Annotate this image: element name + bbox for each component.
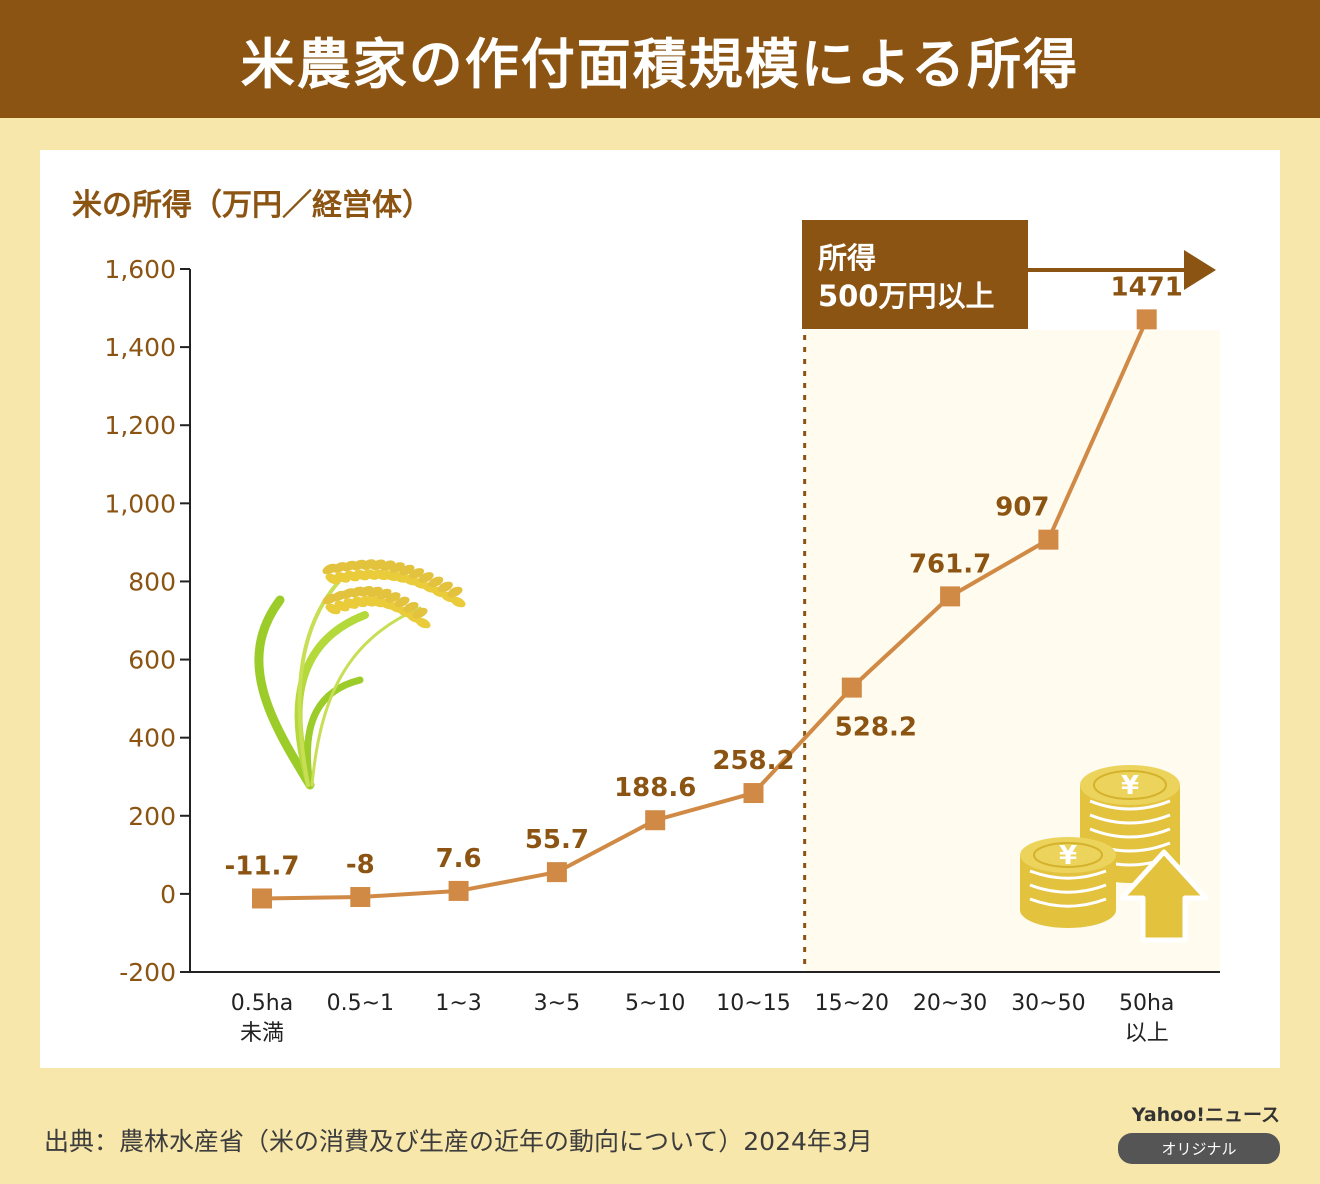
x-tick-label: 50ha 以上 (1119, 991, 1174, 1046)
data-point (645, 810, 666, 831)
publisher-logo: Yahoo!ニュース オリジナル (1118, 1100, 1280, 1164)
y-tick-label: 1,600 (104, 255, 176, 284)
x-tick-label: 20~30 (913, 991, 987, 1016)
x-tick-label: 5~10 (625, 991, 685, 1016)
y-tick-label: 1,200 (104, 411, 176, 440)
highlight-callout-label: 所得 (818, 241, 876, 275)
rice-plant-icon (254, 559, 466, 790)
data-point (1136, 309, 1157, 330)
y-tick-label: -200 (119, 958, 176, 987)
x-tick-label: 3~5 (534, 991, 580, 1016)
x-tick-label: 0.5~1 (327, 991, 394, 1016)
y-tick-label: 1,400 (104, 333, 176, 362)
data-point (1038, 529, 1059, 550)
y-tick-label: 800 (128, 567, 176, 596)
y-axis-label: 米の所得（万円／経営体） (72, 188, 432, 223)
svg-text:¥: ¥ (1059, 841, 1077, 871)
y-tick-label: 0 (160, 880, 176, 909)
data-point (350, 887, 371, 908)
x-tick-label: 1~3 (435, 991, 481, 1016)
logo-tag: オリジナル (1118, 1133, 1280, 1164)
x-tick-label: 0.5ha 未満 (231, 991, 293, 1046)
x-tick-label: 15~20 (815, 991, 889, 1016)
x-tick-label: 10~15 (716, 991, 790, 1016)
data-label: -11.7 (225, 851, 300, 881)
y-tick-label: 1,000 (104, 489, 176, 518)
highlight-callout-box (802, 220, 1028, 329)
data-label: 188.6 (614, 773, 696, 803)
x-tick-label: 30~50 (1011, 991, 1085, 1016)
data-label: -8 (346, 850, 375, 880)
y-tick-label: 400 (128, 724, 176, 753)
data-point (940, 586, 961, 607)
chart-title: 米農家の作付面積規模による所得 (240, 32, 1080, 96)
data-point (546, 862, 567, 883)
data-point (841, 677, 862, 698)
logo-brand: Yahoo!ニュース (1131, 1104, 1280, 1126)
source-note: 出典：農林水産省（米の消費及び生産の近年の動向について）2024年3月 (44, 1127, 873, 1156)
data-point (743, 783, 764, 804)
data-label: 1471 (1111, 272, 1183, 302)
data-label: 55.7 (525, 825, 589, 855)
highlight-callout-label: 500万円以上 (818, 279, 995, 313)
data-label: 907 (995, 493, 1049, 523)
income-series-line (261, 318, 1149, 901)
title-bar: 米農家の作付面積規模による所得 (0, 0, 1320, 118)
y-tick-label: 200 (128, 802, 176, 831)
coins-up-icon: ¥¥ (1020, 765, 1209, 943)
data-label: 528.2 (835, 713, 917, 743)
data-label: 761.7 (909, 549, 991, 579)
data-point (448, 880, 469, 901)
svg-text:¥: ¥ (1121, 771, 1139, 801)
data-point (252, 888, 272, 909)
y-tick-label: 600 (128, 646, 176, 675)
data-label: 258.2 (712, 746, 794, 776)
data-label: 7.6 (436, 844, 482, 874)
